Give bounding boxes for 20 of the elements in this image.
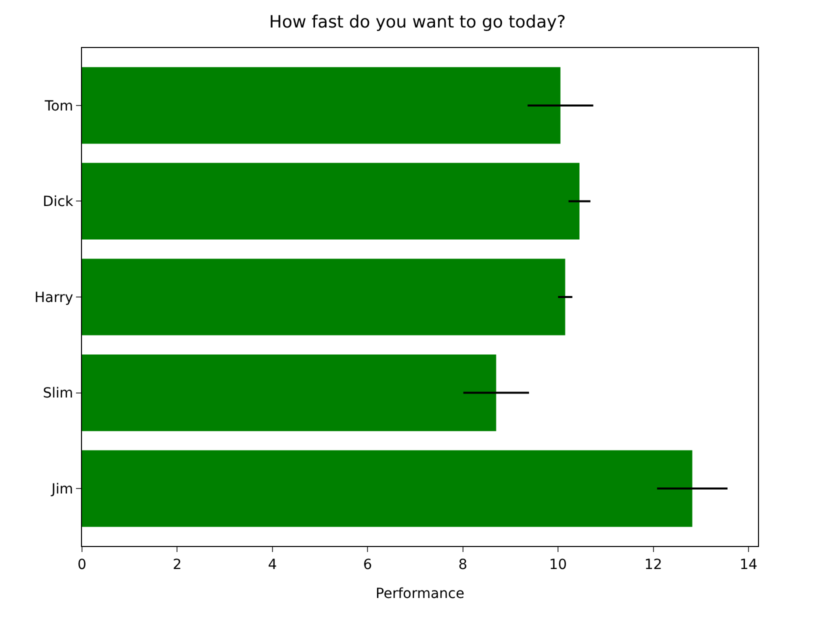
x-tick-label: 10 (549, 556, 567, 573)
y-tick-label: Dick (42, 194, 74, 210)
y-tick-label: Harry (34, 290, 74, 306)
x-tick-label: 0 (78, 556, 86, 573)
y-tick-label: Jim (50, 481, 74, 498)
x-tick-label: 2 (172, 556, 182, 573)
bar (82, 67, 560, 144)
chart-title: How fast do you want to go today? (269, 12, 566, 32)
x-tick-label: 6 (363, 556, 372, 573)
bar (82, 354, 496, 432)
y-tick-label: Slim (42, 386, 74, 402)
bar (82, 162, 580, 240)
x-tick-label: 8 (458, 556, 468, 573)
x-axis-title: Performance (376, 586, 464, 602)
x-tick-label: 12 (644, 556, 662, 573)
x-tick-label: 14 (740, 556, 758, 573)
x-tick-label: 4 (268, 556, 277, 573)
y-tick-label: Tom (44, 98, 74, 114)
bar (82, 258, 566, 336)
bar (82, 450, 692, 527)
